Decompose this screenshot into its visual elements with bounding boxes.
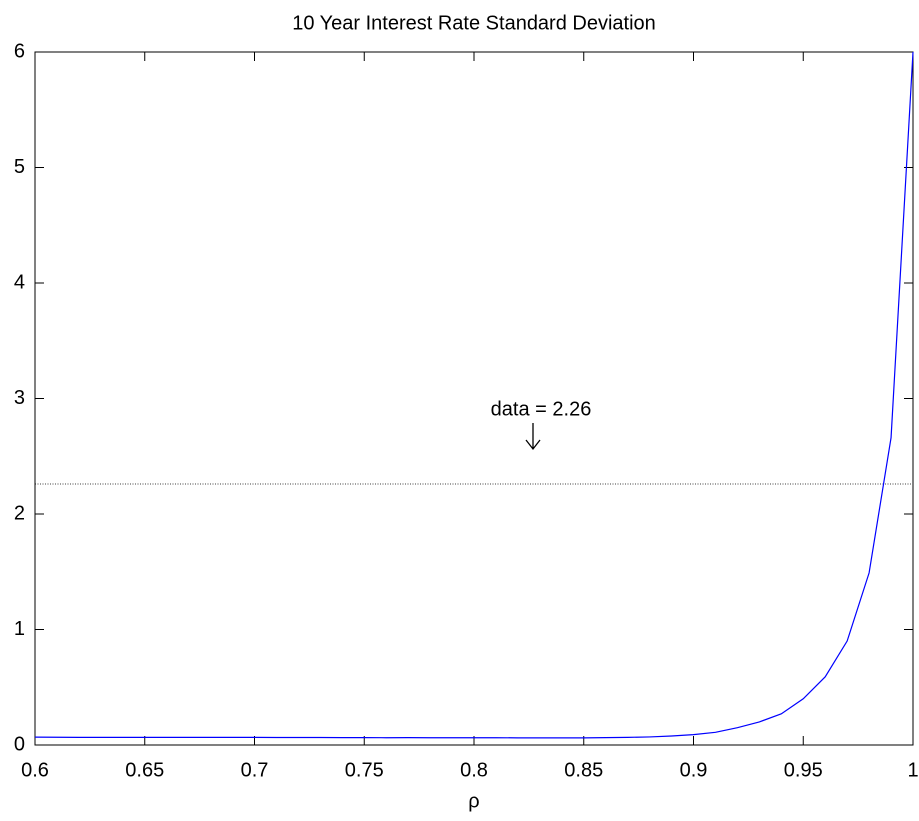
- x-axis-label: ρ: [468, 790, 479, 812]
- chart-title: 10 Year Interest Rate Standard Deviation: [292, 12, 656, 34]
- x-tick-label: 0.95: [784, 759, 823, 781]
- annotation: data = 2.26: [491, 398, 592, 420]
- x-tick-label: 0.6: [21, 759, 49, 781]
- y-tick-label: 2: [14, 502, 25, 524]
- data-line: [34, 51, 914, 739]
- x-tick-label: 1: [907, 759, 918, 781]
- y-tick-label: 5: [14, 156, 25, 178]
- annotation-arrow: [525, 423, 541, 451]
- y-tick-label: 3: [14, 387, 25, 409]
- y-tick-label: 6: [14, 40, 25, 62]
- x-tick-label: 0.65: [125, 759, 164, 781]
- x-tick-label: 0.75: [345, 759, 384, 781]
- x-tick-label: 0.9: [680, 759, 708, 781]
- y-tick-label: 1: [14, 618, 25, 640]
- y-tick-label: 4: [14, 271, 25, 293]
- x-tick-label: 0.8: [460, 759, 488, 781]
- x-tick-label: 0.85: [564, 759, 603, 781]
- x-tick-label: 0.7: [241, 759, 269, 781]
- y-tick-label: 0: [14, 733, 25, 755]
- plot-frame: [34, 51, 914, 746]
